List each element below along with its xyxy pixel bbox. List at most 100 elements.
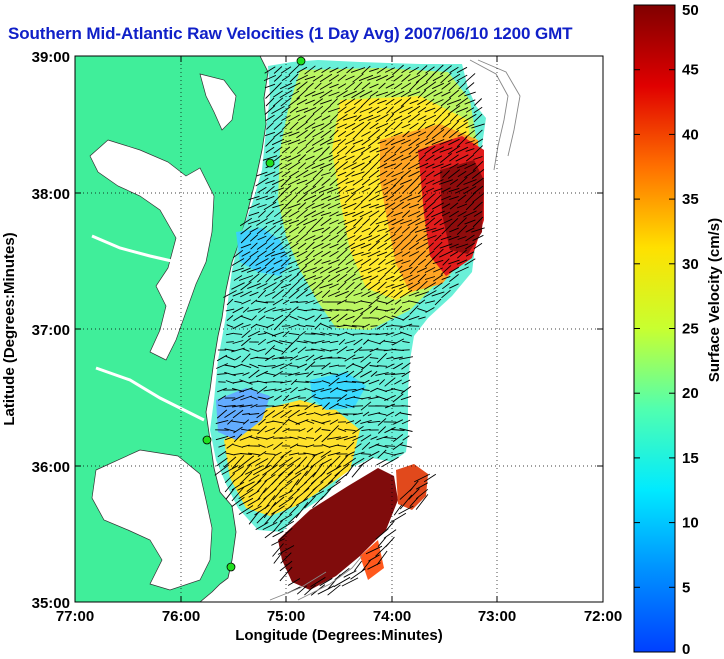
velocity-vector [320,473,332,483]
velocity-vector [312,168,324,180]
velocity-vector [409,154,419,162]
x-tick-label: 72:00 [584,608,622,625]
velocity-vector [399,194,413,202]
velocity-vector [272,266,284,274]
velocity-vector [377,449,387,459]
velocity-vector [423,227,437,233]
velocity-vector [457,131,467,137]
y-tick-labels: 39:00 38:00 37:00 36:00 35:00 [32,49,70,612]
velocity-vector [279,560,293,572]
velocity-vector [368,450,380,458]
velocity-vector [328,377,340,387]
velocity-vector [439,250,453,258]
velocity-vector [265,137,275,147]
velocity-vector [400,395,412,401]
velocity-vector [417,178,427,186]
velocity-vector [258,348,266,352]
velocity-vector [337,258,347,266]
velocity-vector [417,154,427,162]
velocity-vector [353,81,363,91]
velocity-vector [375,372,389,376]
velocity-vector [391,283,405,289]
velocity-vector [376,300,388,304]
velocity-vector [448,129,460,139]
velocity-vector [240,315,252,321]
velocity-vector [287,203,301,209]
colorbar-label: Surface Velocity (cm/s) [706,218,723,382]
velocity-vector [289,443,299,449]
velocity-vector [319,283,333,289]
velocity-vector [434,234,442,242]
velocity-vector [386,170,394,178]
velocity-vector [384,233,396,243]
velocity-vector [290,194,298,202]
velocity-vector [408,242,420,250]
x-tick-label: 74:00 [373,608,411,625]
velocity-vector [401,162,411,170]
velocity-vector [321,178,331,186]
velocity-vector [314,434,322,442]
velocity-vector [279,527,293,541]
colorbar-tick-label: 15 [682,450,699,467]
velocity-vector [472,234,484,242]
velocity-vector [465,123,475,129]
velocity-vector [313,396,323,400]
velocity-vector [393,234,403,242]
velocity-vector [402,340,410,344]
velocity-vector [465,129,475,139]
velocity-vector [305,291,315,297]
velocity-vector [280,257,292,267]
velocity-vector [321,274,331,282]
velocity-vector [415,291,429,297]
velocity-vector [336,404,348,408]
velocity-vector [335,177,349,187]
velocity-vector [389,512,407,524]
velocity-vector [381,456,399,468]
velocity-vector [328,161,340,171]
velocity-vector [312,451,324,457]
velocity-vector [400,155,412,161]
velocity-vector [375,122,389,130]
velocity-vector [473,201,483,211]
colorbar-ticks [634,4,675,653]
velocity-vector [271,331,285,337]
velocity-vector [409,265,419,275]
velocity-vector [393,162,403,170]
velocity-region [236,228,290,276]
velocity-vector [384,289,396,299]
velocity-vector [377,281,387,291]
velocity-vector [272,280,284,292]
velocity-vector [241,428,251,432]
velocity-vector [344,354,356,362]
velocity-vector [401,379,411,385]
velocity-vector [242,307,250,313]
velocity-vector [234,355,242,361]
velocity-vector [384,373,396,375]
velocity-vector [393,226,403,234]
velocity-vector [266,317,274,319]
velocity-vector [336,435,348,441]
velocity-vector [391,338,405,346]
velocity-vector [344,428,356,432]
velocity-vector [432,64,444,76]
velocity-vector [343,435,357,441]
velocity-vector [400,241,412,251]
velocity-vector [231,481,245,491]
velocity-vector [289,315,299,321]
velocity-vector [472,216,484,228]
velocity-vector [327,107,341,113]
velocity-vector [297,115,307,121]
velocity-vector [319,154,333,162]
velocity-vector [376,352,388,364]
velocity-vector [264,105,276,115]
velocity-vector [249,363,259,369]
velocity-vector [264,410,276,418]
velocity-vector [279,437,293,439]
velocity-vector [402,315,410,321]
velocity-vector [232,322,244,330]
velocity-vector [345,249,355,259]
velocity-vector [335,266,349,274]
velocity-vector [407,218,421,226]
velocity-vector [295,498,309,506]
